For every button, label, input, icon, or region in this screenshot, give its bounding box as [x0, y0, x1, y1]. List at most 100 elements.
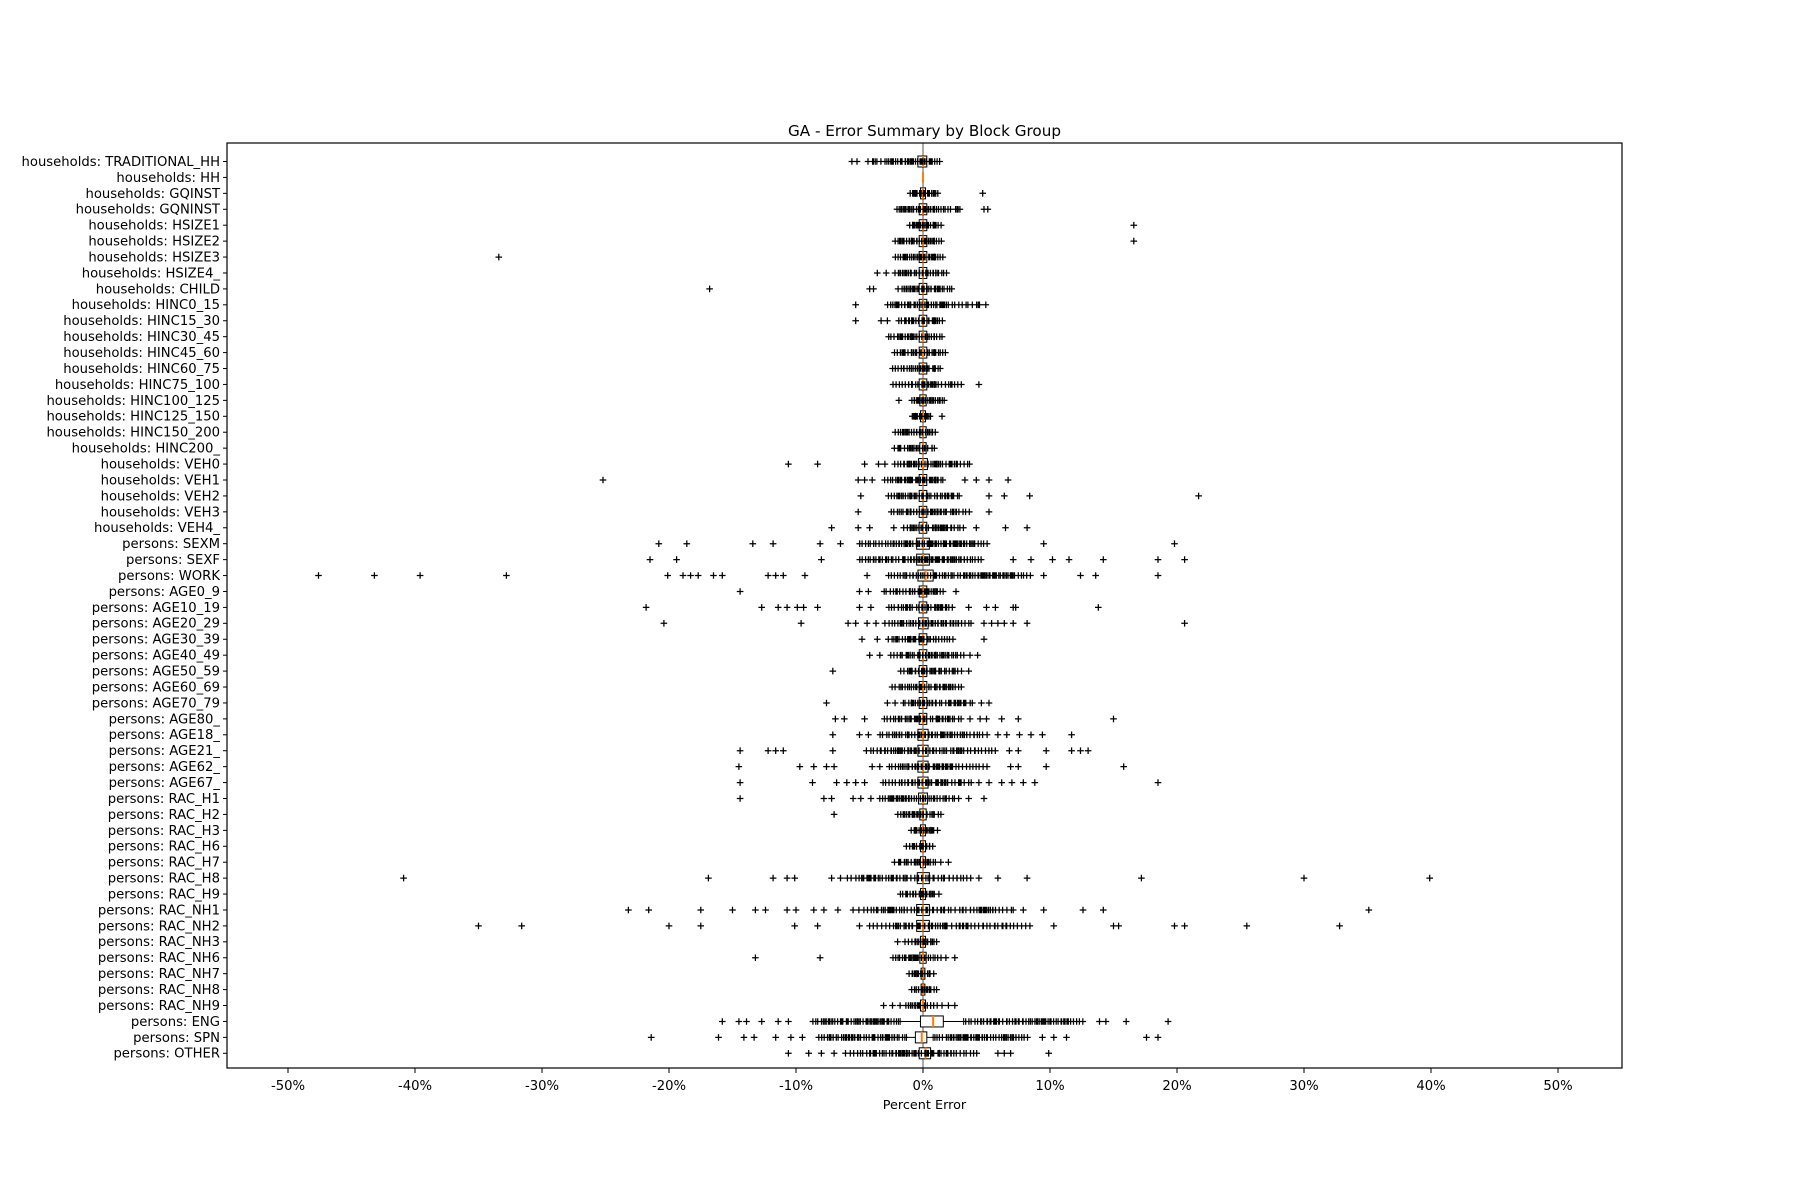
boxplot-row — [315, 569, 1162, 582]
boxplot-row — [752, 951, 958, 964]
boxplot-row — [736, 744, 1092, 757]
flier-points — [832, 715, 1117, 723]
x-tick-label: -40% — [398, 1079, 432, 1094]
y-tick-label: persons: AGE21_ — [109, 744, 221, 759]
flier-points — [655, 540, 1178, 547]
y-tick-label: persons: RAC_H1 — [108, 792, 220, 807]
flier-points — [880, 1002, 958, 1009]
boxplot-row — [735, 760, 1127, 773]
flier-points — [852, 301, 990, 309]
y-tick-label: persons: OTHER — [113, 1047, 220, 1062]
flier-points — [829, 667, 972, 675]
flier-points — [830, 811, 945, 818]
boxplot-row — [719, 1015, 1172, 1028]
y-tick-label: persons: RAC_NH8 — [98, 983, 220, 998]
flier-points — [906, 221, 1138, 229]
boxplot-row — [903, 840, 936, 853]
y-tick-label: households: VEH2 — [101, 489, 220, 504]
y-tick-label: households: HINC75_100 — [55, 378, 220, 393]
y-tick-label: households: HSIZE3 — [88, 250, 220, 265]
flier-points — [599, 476, 1012, 484]
y-tick-label: persons: RAC_NH7 — [98, 967, 220, 982]
flier-points — [829, 731, 1075, 739]
boxplot-row — [891, 346, 949, 359]
y-tick-label: households: HSIZE2 — [88, 235, 220, 250]
boxplot-row — [785, 458, 973, 471]
y-tick-label: households: HINC0_15 — [72, 298, 220, 313]
y-tick-label: persons: RAC_H9 — [108, 887, 220, 902]
boxplot-row — [866, 649, 981, 662]
boxplot-row — [880, 999, 958, 1012]
flier-points — [752, 954, 958, 961]
boxplot-row — [832, 712, 1117, 725]
y-tick-label: persons: AGE20_29 — [92, 617, 220, 632]
flier-points — [891, 428, 939, 436]
boxplot-row — [891, 426, 939, 439]
flier-points — [315, 572, 1162, 579]
y-tick-label: persons: RAC_NH1 — [98, 903, 220, 918]
box — [919, 1015, 944, 1028]
y-tick-label: persons: SEXF — [126, 553, 220, 568]
flier-points — [854, 508, 993, 516]
x-tick-label: -30% — [525, 1079, 559, 1094]
y-tick-label: households: HINC30_45 — [63, 330, 220, 345]
boxplot-row — [475, 919, 1343, 932]
boxplot-row — [897, 888, 943, 901]
y-tick-label: persons: RAC_H8 — [108, 872, 220, 887]
flier-points — [735, 763, 1127, 770]
boxplot-row — [785, 1047, 1052, 1060]
y-tick-label: persons: ENG — [131, 1015, 220, 1030]
boxplot-row — [908, 983, 940, 996]
y-tick-label: households: TRADITIONAL_HH — [22, 155, 220, 170]
y-tick-label: persons: AGE30_39 — [92, 633, 220, 648]
boxplot-row — [400, 872, 1433, 885]
y-tick-label: persons: AGE0_9 — [109, 585, 220, 600]
flier-points — [736, 795, 988, 802]
flier-points — [706, 285, 955, 293]
flier-points — [866, 651, 981, 659]
boxplot-row — [874, 266, 950, 279]
flier-points — [889, 381, 983, 388]
flier-points — [895, 397, 948, 404]
y-tick-label: persons: RAC_NH3 — [98, 935, 220, 950]
boxplot-row — [885, 330, 946, 343]
boxplot-row — [893, 203, 992, 216]
boxplot-row — [599, 474, 1012, 486]
y-tick-label: persons: AGE10_19 — [92, 601, 220, 616]
boxplot-row — [891, 856, 952, 869]
boxplot-row — [888, 681, 965, 694]
y-tick-label: households: VEH3 — [101, 505, 220, 520]
y-tick-label: persons: RAC_H6 — [108, 840, 220, 855]
flier-points — [885, 333, 946, 340]
y-tick-label: persons: RAC_H7 — [108, 856, 220, 871]
x-tick-label: 10% — [1035, 1079, 1064, 1094]
flier-points — [823, 699, 993, 707]
boxplot-row — [895, 394, 948, 407]
y-tick-label: households: HINC150_200 — [46, 426, 220, 441]
boxplot-row — [829, 665, 972, 678]
flier-points — [400, 874, 1433, 882]
plot-border — [226, 142, 1623, 1069]
x-tick-label: -10% — [779, 1079, 813, 1094]
boxplot-row — [889, 362, 944, 375]
y-tick-label: households: HSIZE4_ — [82, 266, 221, 281]
y-tick-label: persons: AGE18_ — [109, 728, 221, 743]
boxplot-row — [828, 521, 1031, 534]
boxplot-row — [857, 489, 1202, 502]
flier-points — [903, 843, 936, 850]
chart-title: GA - Error Summary by Block Group — [788, 122, 1061, 140]
y-tick-label: persons: AGE67_ — [109, 776, 221, 791]
flier-points — [646, 556, 1188, 563]
y-tick-label: households: VEH0 — [101, 457, 220, 472]
flier-points — [905, 970, 937, 977]
boxplot-row — [736, 792, 988, 805]
y-tick-label: persons: AGE40_49 — [92, 649, 220, 664]
boxplot-row — [854, 505, 993, 518]
flier-points — [736, 588, 960, 595]
y-tick-label: persons: AGE50_59 — [92, 665, 220, 680]
flier-points — [889, 365, 944, 372]
y-tick-label: persons: SEXM — [122, 537, 220, 552]
